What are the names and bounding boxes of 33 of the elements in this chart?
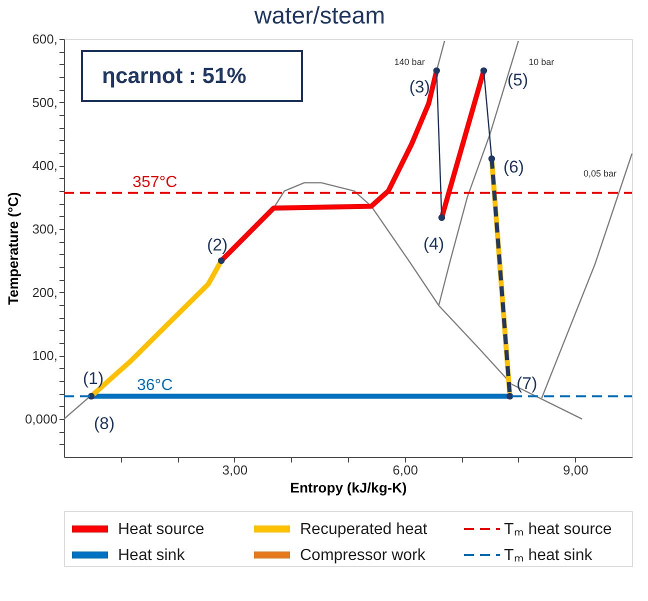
legend-label: Heat source [118,521,204,538]
legend-label: Heat sink [118,547,186,564]
annotation: (4) [423,234,444,254]
y-tick-label: 600, [32,32,58,46]
y-tick-label: 400, [32,158,58,174]
annotation: (1) [82,369,104,388]
legend-label: Tₘ heat source [504,521,612,538]
annotation: 10 bar [528,56,554,67]
x-axis-title: Entropy (kJ/kg-K) [290,480,407,496]
legend-label: Tₘ heat sink [504,547,594,564]
y-axis-title: Temperature (°C) [4,192,21,305]
y-tick-label: 0,000 [24,412,58,426]
chart-title: water/steam [253,2,386,30]
annotation: (7) [516,374,538,394]
annotation: (8) [94,414,115,434]
y-tick-label: 100, [32,348,58,364]
annotation: (3) [409,78,430,97]
legend-label: Compressor work [300,547,426,564]
annotation: (5) [507,70,528,90]
legend-label: Recuperated heat [300,521,428,538]
x-tick-label: 6,00 [392,462,418,478]
x-tick-label: 3,00 [222,462,248,478]
ref-line-label: 357°C [132,174,178,191]
y-tick-label: 200, [32,284,58,300]
annotation: 140 bar [394,56,425,67]
annotation: 0,05 bar [583,168,617,179]
x-tick-label: 9,00 [563,462,588,478]
annotation: ηcarnot : 51% [102,63,246,88]
ref-line-label: 36°C [137,377,173,394]
y-tick-label: 300, [32,222,58,236]
annotation: (2) [206,236,228,255]
y-tick-label: 500, [32,94,58,110]
annotation: (6) [503,158,524,177]
